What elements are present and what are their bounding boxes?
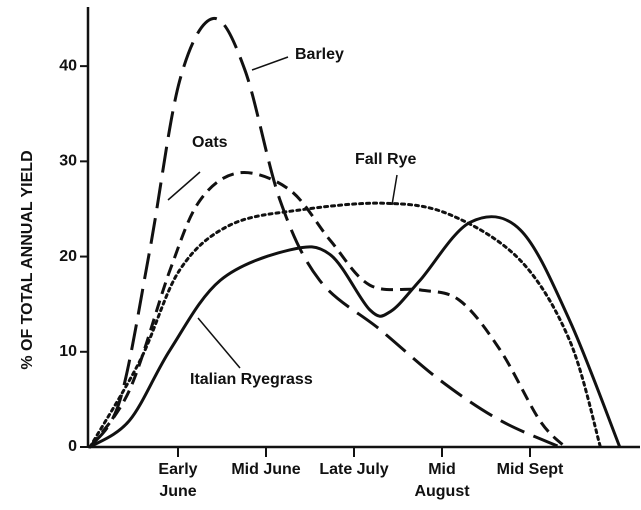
x-tick-label: Mid August <box>414 461 470 500</box>
x-tick-label: Mid June <box>231 461 301 478</box>
x-tick-label: Early June <box>158 461 198 500</box>
series-line <box>88 17 561 449</box>
series-line <box>88 171 567 449</box>
x-tick-label: Late July <box>319 461 389 478</box>
y-tick-label: 30 <box>59 153 77 170</box>
x-tick-label: Mid Sept <box>496 461 564 478</box>
y-tick-label: 0 <box>68 438 77 455</box>
series-label: Fall Rye <box>355 151 416 168</box>
y-tick-label: 40 <box>59 57 77 74</box>
series-label: Barley <box>295 46 344 63</box>
y-tick-label: 20 <box>59 248 77 265</box>
leader-line <box>197 317 241 369</box>
leader-line <box>391 174 398 206</box>
series-label: Italian Ryegrass <box>190 371 313 388</box>
series-line <box>89 215 622 449</box>
series-line <box>88 201 602 449</box>
leader-line <box>251 56 289 71</box>
y-tick-label: 10 <box>59 343 77 360</box>
leader-line <box>167 171 201 201</box>
series-label: Oats <box>192 134 228 151</box>
y-axis-label: % OF TOTAL ANNUAL YIELD <box>19 150 36 369</box>
